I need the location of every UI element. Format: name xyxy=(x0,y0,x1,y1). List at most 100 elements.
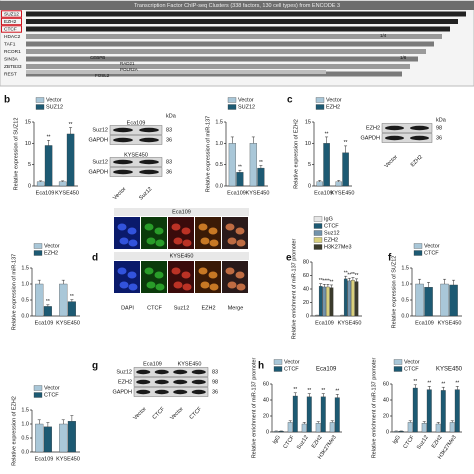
cell xyxy=(173,281,183,289)
bar xyxy=(35,283,44,317)
bar xyxy=(273,431,279,433)
error-bar xyxy=(288,420,292,423)
legend-swatch xyxy=(33,243,43,249)
bar xyxy=(66,133,75,187)
legend-label: SUZ12 xyxy=(238,104,255,110)
bar xyxy=(318,286,323,317)
blot-band xyxy=(173,379,188,385)
track-bar xyxy=(26,26,450,32)
bar xyxy=(257,167,265,187)
legend-label: Vector xyxy=(44,385,60,391)
error-bar xyxy=(351,277,355,281)
bar xyxy=(334,397,340,433)
bar xyxy=(59,423,68,453)
error-bar xyxy=(326,284,330,287)
legend-swatch xyxy=(273,359,283,365)
blot-band xyxy=(191,389,206,395)
y-tick-label: 40 xyxy=(383,397,389,403)
blot-band xyxy=(139,169,159,175)
track-note: FOSL2 xyxy=(95,73,110,78)
legend-label: CTCF xyxy=(424,250,439,256)
error-bar xyxy=(230,136,234,144)
bar xyxy=(236,172,244,187)
blot-band xyxy=(136,369,151,375)
y-tick-label: 0.5 xyxy=(401,297,409,303)
y-tick-label: 0.0 xyxy=(21,449,29,455)
column-label: DAPI xyxy=(121,305,134,311)
error-bar xyxy=(37,279,41,284)
legend-label: EZH2 xyxy=(324,237,338,243)
error-bar xyxy=(61,419,65,424)
bar xyxy=(412,387,418,433)
significance: ** xyxy=(238,165,242,171)
y-tick-label: 0 xyxy=(386,429,389,435)
blot-band xyxy=(154,389,169,395)
bar xyxy=(326,286,330,317)
legend-swatch xyxy=(313,244,323,250)
legend-label: Vector xyxy=(238,97,254,103)
blot-row-label: EZH2 xyxy=(366,125,380,131)
blot-strip xyxy=(109,125,163,135)
column-label: Suz12 xyxy=(174,305,190,311)
cell xyxy=(208,227,218,235)
track-highlight xyxy=(1,25,22,33)
cell xyxy=(127,271,137,279)
blot-band xyxy=(410,135,429,141)
legend-label: CTCF xyxy=(404,366,419,372)
x-tick-label: KYSE450 xyxy=(331,190,355,196)
blot-band xyxy=(385,135,404,141)
blot-title: Eca109 xyxy=(143,361,162,367)
blot-row-label: EZH2 xyxy=(118,379,132,385)
blot-band xyxy=(113,137,133,143)
error-bar xyxy=(318,180,322,182)
y-axis-title: Relative expression of miR-137 xyxy=(11,254,17,330)
bar xyxy=(454,389,460,433)
y-tick-label: 1.5 xyxy=(21,265,29,271)
y-tick-label: 60 xyxy=(263,381,269,387)
cell xyxy=(117,223,127,231)
cell xyxy=(227,237,237,245)
cell xyxy=(128,239,138,247)
cell xyxy=(127,227,137,235)
legend-swatch xyxy=(393,366,403,372)
blot-kda: 36 xyxy=(166,137,172,143)
panel-letter: g xyxy=(92,361,98,372)
x-tick-label: Eca109 xyxy=(35,456,54,462)
significance: ** xyxy=(69,122,73,128)
blot-band xyxy=(410,125,429,131)
bar xyxy=(306,396,312,433)
error-bar xyxy=(344,275,348,279)
y-tick-label: 0.5 xyxy=(21,297,29,303)
error-bar xyxy=(259,165,263,169)
blot-strip xyxy=(133,367,209,377)
legend-swatch xyxy=(413,243,423,249)
bar xyxy=(323,143,330,187)
error-bar xyxy=(337,180,341,182)
bar xyxy=(426,389,432,433)
x-tick-label: IgG xyxy=(392,435,402,446)
y-tick-label: 20 xyxy=(263,413,269,419)
error-bar xyxy=(46,422,50,427)
y-tick-label: 1.0 xyxy=(21,421,29,427)
bar xyxy=(347,280,352,317)
error-bar xyxy=(355,278,359,282)
y-tick-label: 1.5 xyxy=(21,407,29,413)
y-tick-label: 0.0 xyxy=(401,313,409,319)
track-bar xyxy=(26,56,418,62)
track-note: 1/6 xyxy=(400,55,407,60)
cell xyxy=(119,281,129,289)
blot-row-label: Suz12 xyxy=(92,159,108,165)
bar xyxy=(342,152,349,187)
blot-kda: 83 xyxy=(212,369,218,375)
x-tick-label: Eca109 xyxy=(415,320,434,326)
browser-header xyxy=(0,1,474,10)
y-tick-label: 15 xyxy=(305,119,311,125)
cell xyxy=(225,223,235,231)
significance: ** xyxy=(351,272,355,278)
error-bar xyxy=(61,279,65,284)
blot-band xyxy=(154,369,169,375)
bar xyxy=(278,431,284,433)
cell xyxy=(236,283,246,291)
y-axis-title: Relative expression of EZH2 xyxy=(293,119,299,189)
